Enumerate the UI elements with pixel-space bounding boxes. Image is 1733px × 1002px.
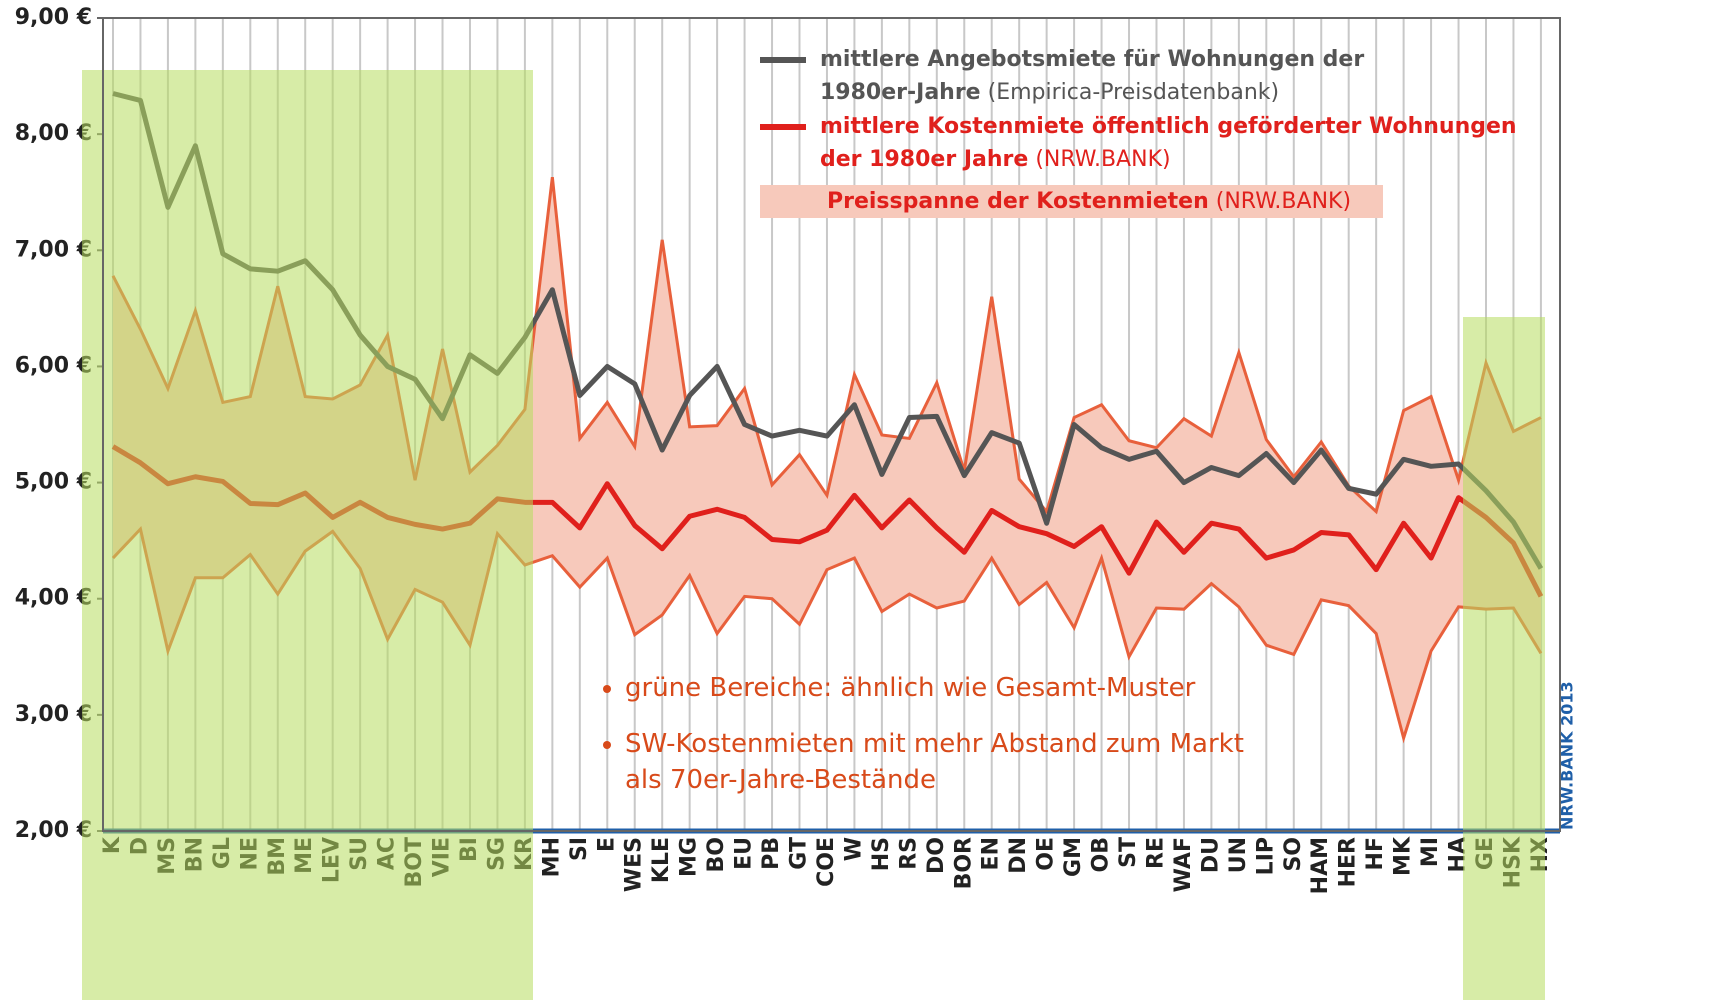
y-tick-label: 8,00 € — [15, 121, 92, 146]
x-tick-label: MK — [1391, 836, 1416, 876]
x-tick-label: HS — [869, 837, 894, 871]
x-tick-label: HF — [1363, 837, 1388, 870]
y-tick-label: 7,00 € — [15, 237, 92, 262]
x-tick-label: OE — [1034, 837, 1059, 871]
legend-entry: mittlere Angebotsmiete für Wohnungen der… — [820, 43, 1380, 109]
legend-label: mittlere Angebotsmiete für Wohnungen der… — [820, 47, 1365, 105]
legend-source: (Empirica-Preisdatenbank) — [987, 80, 1280, 105]
x-tick-label: SI — [567, 837, 592, 861]
y-tick-label: 4,00 € — [15, 586, 92, 611]
legend-entry: Preisspanne der Kostenmieten (NRW.BANK) — [827, 185, 1351, 218]
plot-frame — [102, 17, 1561, 832]
legend-source: (NRW.BANK) — [1215, 189, 1352, 214]
x-tick-label: DU — [1198, 837, 1223, 873]
annotations: grüne Bereiche: ähnlich wie Gesamt-Muste… — [600, 670, 1265, 818]
x-tick-label: ST — [1116, 837, 1141, 868]
legend-swatch — [760, 185, 1383, 218]
x-tick-label: LIP — [1253, 837, 1278, 875]
y-tick-label: 5,00 € — [15, 470, 92, 495]
x-tick-label: SO — [1281, 837, 1306, 872]
x-tick-label: MI — [1418, 837, 1443, 867]
x-tick-label: RS — [896, 837, 921, 870]
x-tick-label: UN — [1226, 837, 1251, 873]
x-tick-label: GM — [1061, 837, 1086, 877]
x-tick-label: DO — [924, 837, 949, 874]
x-tick-label: EU — [732, 837, 757, 870]
x-tick-label: KLE — [649, 837, 674, 883]
credit: NRW.BANK 2013 — [1558, 681, 1577, 830]
highlight-area — [1463, 317, 1545, 1000]
x-tick-label: HER — [1336, 837, 1361, 887]
x-tick-label: EN — [979, 837, 1004, 870]
x-tick-label: MH — [539, 837, 564, 877]
x-tick-label: COE — [814, 837, 839, 887]
x-tick-label: WAF — [1171, 837, 1196, 892]
highlight-area — [82, 70, 533, 1000]
x-tick-label: OB — [1089, 837, 1114, 872]
x-tick-label: W — [841, 837, 866, 861]
x-tick-label: RE — [1143, 837, 1168, 869]
annotation: SW-Kostenmieten mit mehr Abstand zum Mar… — [625, 726, 1265, 798]
legend-entry: mittlere Kostenmiete öffentlich geförder… — [820, 110, 1540, 176]
x-tick-label: HAM — [1308, 837, 1333, 894]
legend-label: Preisspanne der Kostenmieten — [827, 189, 1209, 214]
x-tick-label: MG — [677, 837, 702, 877]
x-tick-label: BOR — [951, 837, 976, 889]
x-tick-label: BO — [704, 837, 729, 872]
y-tick-label: 6,00 € — [15, 353, 92, 378]
legend-label: mittlere Kostenmiete öffentlich geförder… — [820, 114, 1517, 172]
y-tick-label: 2,00 € — [15, 818, 92, 843]
y-tick-label: 9,00 € — [15, 5, 92, 30]
y-tick-label: 3,00 € — [15, 702, 92, 727]
x-tick-label: GT — [787, 837, 812, 870]
x-tick-label: E — [594, 837, 619, 852]
x-tick-label: WES — [622, 837, 647, 892]
annotation: grüne Bereiche: ähnlich wie Gesamt-Muste… — [625, 670, 1265, 706]
x-tick-label: DN — [1006, 837, 1031, 874]
legend-source: (NRW.BANK) — [1035, 147, 1171, 172]
x-tick-label: PB — [759, 837, 784, 870]
